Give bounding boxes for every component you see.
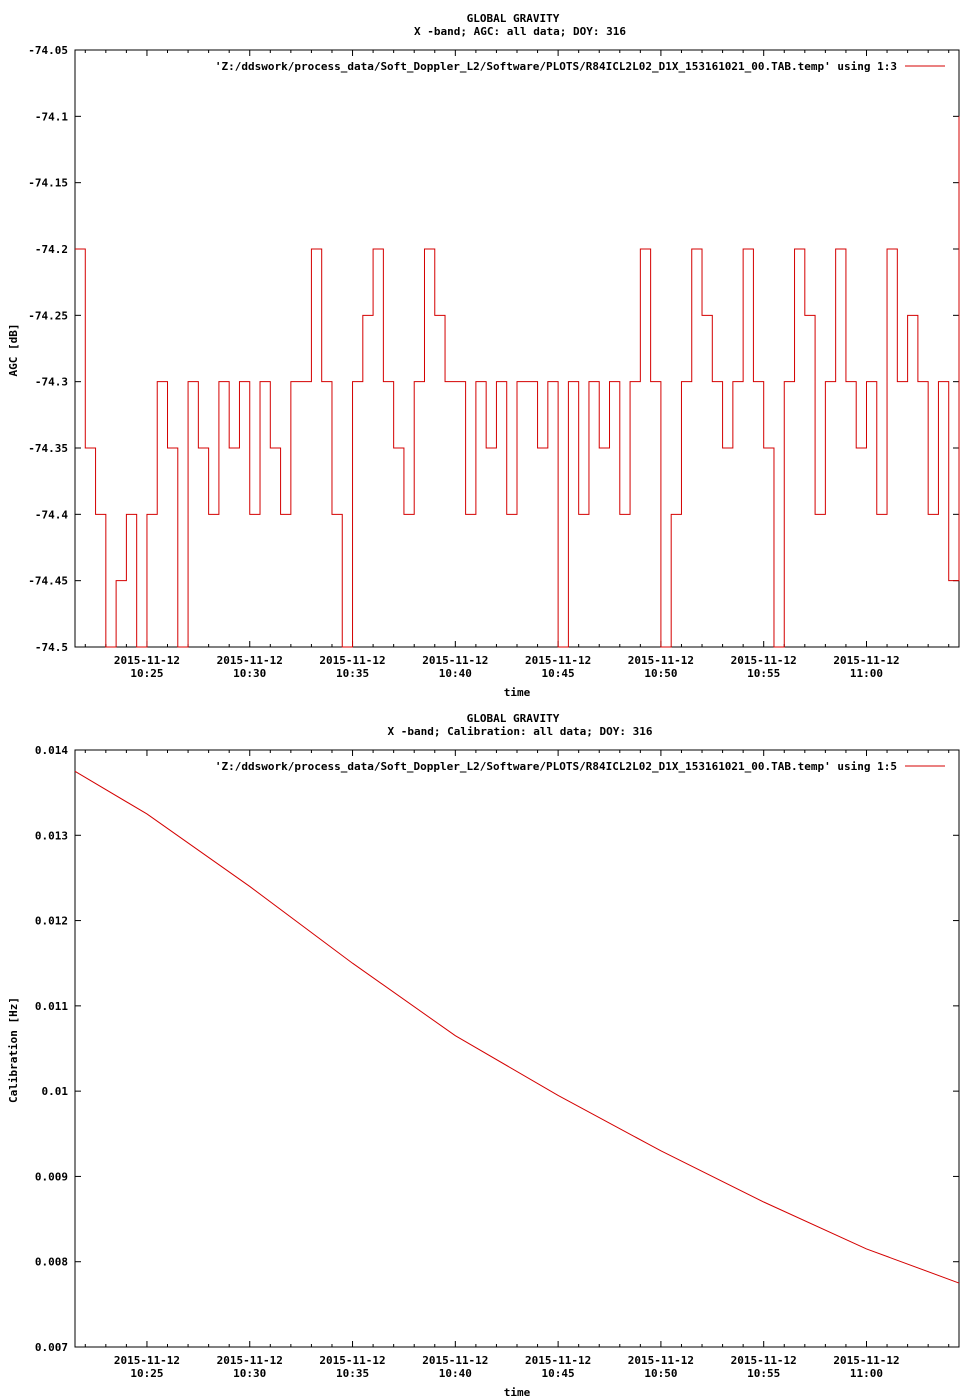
calibration-y-tick-label: 0.009 xyxy=(35,1170,68,1183)
calibration-x-tick-time: 10:40 xyxy=(439,1367,472,1380)
agc-chart-subtitle: X -band; AGC: all data; DOY: 316 xyxy=(414,25,626,38)
agc-x-tick-date: 2015-11-12 xyxy=(319,654,385,667)
calibration-series-line xyxy=(74,770,960,1284)
agc-chart-panel: GLOBAL GRAVITY X -band; AGC: all data; D… xyxy=(7,12,960,699)
agc-x-tick-date: 2015-11-12 xyxy=(525,654,591,667)
calibration-chart-subtitle: X -band; Calibration: all data; DOY: 316 xyxy=(388,725,653,738)
agc-x-tick-time: 10:30 xyxy=(233,667,266,680)
calibration-y-axis-label: Calibration [Hz] xyxy=(7,997,20,1103)
agc-x-tick-date: 2015-11-12 xyxy=(833,654,899,667)
agc-chart-title: GLOBAL GRAVITY xyxy=(467,12,560,25)
calibration-chart-title: GLOBAL GRAVITY xyxy=(467,712,560,725)
calibration-x-tick-date: 2015-11-12 xyxy=(731,1354,797,1367)
calibration-legend-label: 'Z:/ddswork/process_data/Soft_Doppler_L2… xyxy=(215,760,897,773)
agc-x-tick-time: 10:40 xyxy=(439,667,472,680)
calibration-y-tick-label: 0.014 xyxy=(35,744,68,757)
agc-x-tick-time: 10:25 xyxy=(130,667,163,680)
agc-x-axis: 2015-11-1210:252015-11-1210:302015-11-12… xyxy=(84,50,950,680)
calibration-y-axis: 0.014 0.013 0.012 0.011 0.01 0.009 0.008 0.007 xyxy=(35,744,959,1354)
agc-x-tick-time: 10:45 xyxy=(542,667,575,680)
agc-x-tick-time: 10:35 xyxy=(336,667,369,680)
calibration-x-tick-time: 10:30 xyxy=(233,1367,266,1380)
agc-y-tick-label: -74.05 xyxy=(28,44,68,57)
calibration-x-tick-date: 2015-11-12 xyxy=(217,1354,283,1367)
agc-x-tick-date: 2015-11-12 xyxy=(217,654,283,667)
calibration-y-tick-label: 0.011 xyxy=(35,1000,68,1013)
calibration-y-tick-label: 0.013 xyxy=(35,829,68,842)
agc-y-tick-label: -74.35 xyxy=(28,442,68,455)
calibration-x-tick-date: 2015-11-12 xyxy=(422,1354,488,1367)
agc-y-tick-label: -74.5 xyxy=(35,641,68,654)
calibration-x-tick-date: 2015-11-12 xyxy=(114,1354,180,1367)
agc-legend-label: 'Z:/ddswork/process_data/Soft_Doppler_L2… xyxy=(215,60,897,73)
agc-y-tick-label: -74.45 xyxy=(28,575,68,588)
calibration-x-tick-date: 2015-11-12 xyxy=(525,1354,591,1367)
agc-y-tick-label: -74.15 xyxy=(28,177,68,190)
agc-y-tick-label: -74.3 xyxy=(35,376,68,389)
agc-x-tick-date: 2015-11-12 xyxy=(422,654,488,667)
calibration-x-tick-date: 2015-11-12 xyxy=(628,1354,694,1367)
calibration-x-tick-time: 11:00 xyxy=(850,1367,883,1380)
agc-x-axis-label: time xyxy=(504,686,531,699)
calibration-y-tick-label: 0.008 xyxy=(35,1256,68,1269)
agc-y-axis: -74.05 -74.1 -74.15 -74.2 -74.25 -74.3 -74.35 -… xyxy=(28,44,959,654)
agc-x-tick-time: 10:55 xyxy=(747,667,780,680)
agc-x-tick-time: 10:50 xyxy=(644,667,677,680)
calibration-x-tick-time: 10:45 xyxy=(542,1367,575,1380)
agc-y-tick-label: -74.2 xyxy=(35,243,68,256)
agc-y-tick-label: -74.25 xyxy=(28,309,68,322)
agc-x-tick-date: 2015-11-12 xyxy=(628,654,694,667)
agc-series-line xyxy=(75,116,960,648)
agc-x-tick-date: 2015-11-12 xyxy=(114,654,180,667)
agc-x-tick-date: 2015-11-12 xyxy=(731,654,797,667)
agc-series xyxy=(75,116,960,648)
agc-y-tick-label: -74.1 xyxy=(35,110,68,123)
calibration-plot-frame xyxy=(74,749,960,1348)
calibration-chart-panel: GLOBAL GRAVITY X -band; Calibration: all… xyxy=(7,712,960,1399)
calibration-x-tick-date: 2015-11-12 xyxy=(319,1354,385,1367)
calibration-y-tick-label: 0.01 xyxy=(42,1085,69,1098)
agc-plot-frame xyxy=(74,49,960,648)
calibration-y-tick-label: 0.007 xyxy=(35,1341,68,1354)
agc-y-axis-label: AGC [dB] xyxy=(7,324,20,377)
calibration-y-tick-label: 0.012 xyxy=(35,915,68,928)
calibration-series xyxy=(74,770,960,1284)
calibration-x-tick-time: 10:35 xyxy=(336,1367,369,1380)
calibration-x-axis-label: time xyxy=(504,1386,531,1399)
calibration-x-tick-time: 10:25 xyxy=(130,1367,163,1380)
calibration-x-tick-time: 10:55 xyxy=(747,1367,780,1380)
agc-x-tick-time: 11:00 xyxy=(850,667,883,680)
agc-y-tick-label: -74.4 xyxy=(35,508,68,521)
calibration-x-tick-date: 2015-11-12 xyxy=(833,1354,899,1367)
calibration-x-axis: 2015-11-1210:252015-11-1210:302015-11-12… xyxy=(84,750,950,1380)
calibration-x-tick-time: 10:50 xyxy=(644,1367,677,1380)
